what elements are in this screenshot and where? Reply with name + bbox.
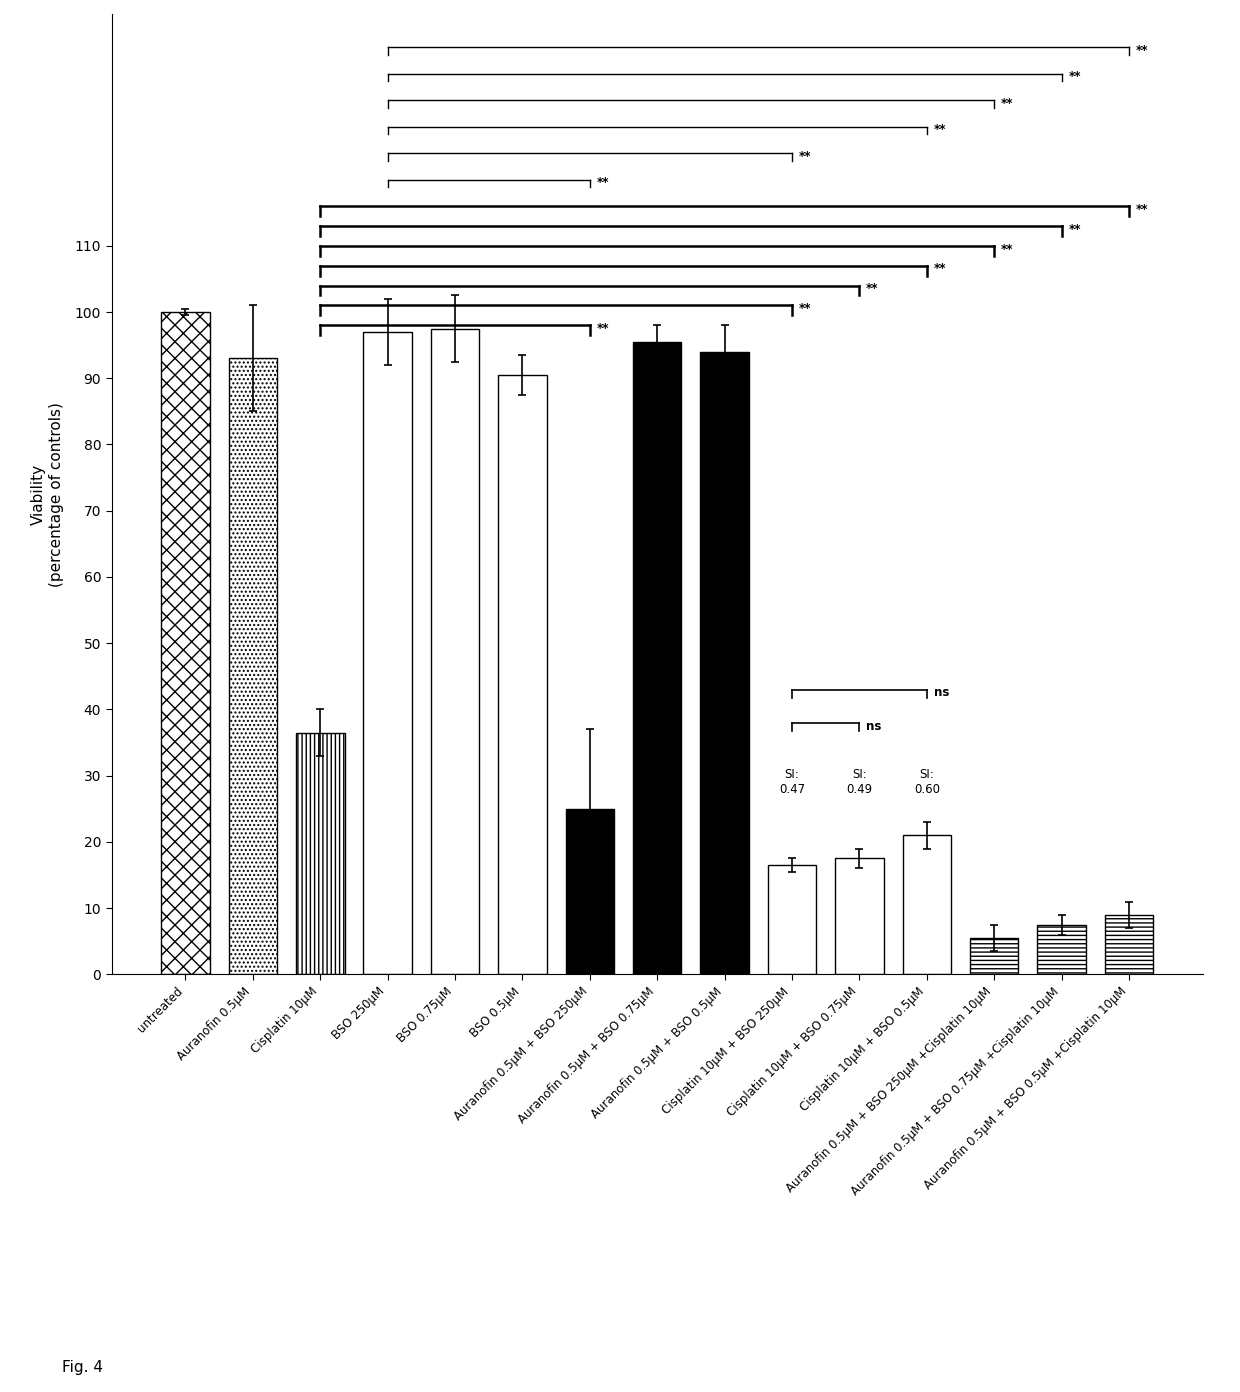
Text: **: ** (596, 322, 609, 335)
Text: ns: ns (866, 720, 882, 732)
Text: **: ** (1001, 242, 1013, 256)
Bar (498, 374, 547, 974)
Bar (228, 358, 277, 974)
Text: **: ** (1069, 71, 1081, 84)
Bar (768, 864, 816, 974)
Text: ns: ns (934, 686, 949, 699)
Text: **: ** (934, 263, 946, 276)
Text: **: ** (866, 283, 879, 295)
Bar (1038, 924, 1086, 974)
Bar (903, 835, 951, 974)
Bar (701, 352, 749, 974)
Text: **: ** (1069, 223, 1081, 235)
Bar (970, 938, 1018, 974)
Y-axis label: Viability
(percentage of controls): Viability (percentage of controls) (31, 402, 63, 586)
Text: **: ** (934, 124, 946, 136)
Text: Fig. 4: Fig. 4 (62, 1360, 103, 1375)
Bar (632, 342, 682, 974)
Bar (296, 732, 345, 974)
Bar (161, 312, 210, 974)
Text: **: ** (1001, 97, 1013, 110)
Text: **: ** (799, 150, 811, 163)
Text: SI:
0.49: SI: 0.49 (847, 767, 873, 796)
Text: SI:
0.60: SI: 0.60 (914, 767, 940, 796)
Bar (835, 859, 884, 974)
Bar (430, 329, 480, 974)
Text: SI:
0.47: SI: 0.47 (779, 767, 805, 796)
Text: **: ** (1136, 45, 1148, 57)
Bar (363, 331, 412, 974)
Bar (565, 809, 614, 974)
Text: **: ** (596, 177, 609, 189)
Bar (1105, 915, 1153, 974)
Text: **: ** (799, 302, 811, 315)
Text: **: ** (1136, 203, 1148, 216)
